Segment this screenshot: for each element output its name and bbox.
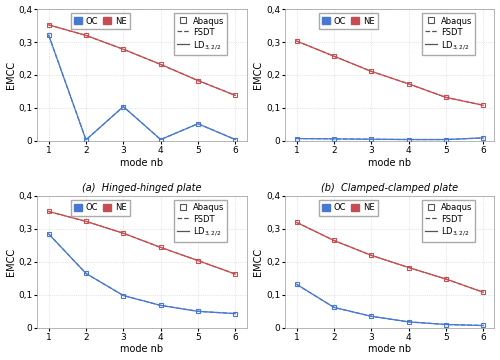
Legend: Abaqus, FSDT, LD$_{3,2/2}$: Abaqus, FSDT, LD$_{3,2/2}$	[422, 13, 476, 55]
X-axis label: mode nb: mode nb	[120, 158, 164, 167]
Y-axis label: EMCC: EMCC	[254, 61, 264, 89]
Legend: Abaqus, FSDT, LD$_{3,2/2}$: Abaqus, FSDT, LD$_{3,2/2}$	[422, 200, 476, 242]
X-axis label: mode nb: mode nb	[368, 345, 412, 355]
Text: (a)  Hinged-hinged plate: (a) Hinged-hinged plate	[82, 183, 202, 193]
Y-axis label: EMCC: EMCC	[6, 248, 16, 276]
X-axis label: mode nb: mode nb	[120, 345, 164, 355]
Y-axis label: EMCC: EMCC	[6, 61, 16, 89]
Legend: Abaqus, FSDT, LD$_{3,2/2}$: Abaqus, FSDT, LD$_{3,2/2}$	[174, 200, 228, 242]
X-axis label: mode nb: mode nb	[368, 158, 412, 167]
Text: (b)  Clamped-clamped plate: (b) Clamped-clamped plate	[322, 183, 458, 193]
Y-axis label: EMCC: EMCC	[254, 248, 264, 276]
Legend: Abaqus, FSDT, LD$_{3,2/2}$: Abaqus, FSDT, LD$_{3,2/2}$	[174, 13, 228, 55]
